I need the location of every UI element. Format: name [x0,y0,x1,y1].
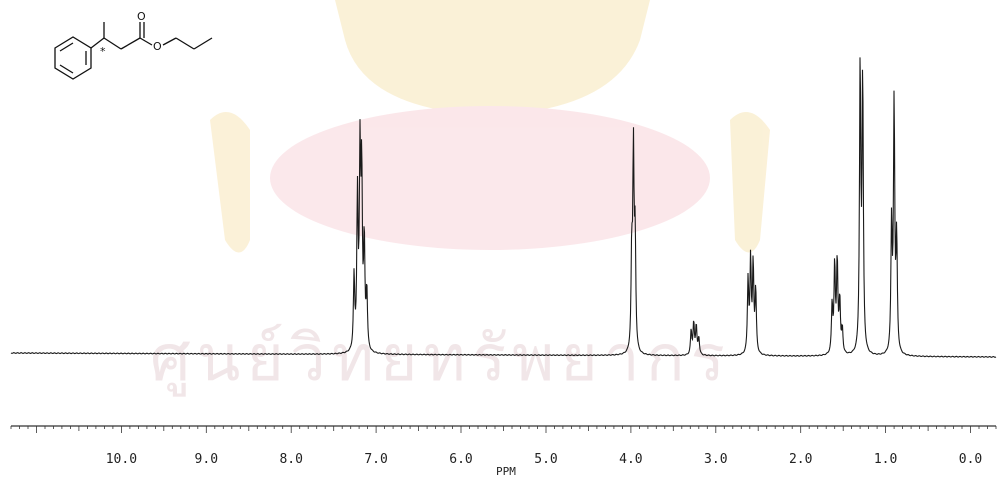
stereocenter-mark: * [100,45,106,58]
ppm-axis-tick-labels: 10.0 9.0 8.0 7.0 6.0 5.0 4.0 3.0 2.0 1.0 0.0 [106,452,982,467]
ppm-tick-label: 7.0 [364,452,387,467]
ppm-tick-label: 4.0 [619,452,642,467]
ppm-tick-label: 3.0 [704,452,727,467]
ppm-tick-label: 5.0 [534,452,557,467]
ppm-tick-label: 10.0 [106,452,137,467]
ppm-tick-label: 0.0 [959,452,982,467]
ppm-tick-label: 6.0 [449,452,472,467]
ppm-axis-minor-ticks [10,426,997,433]
spectrum-trace [10,57,997,358]
ppm-tick-label: 2.0 [789,452,812,467]
watermark-crest [210,0,770,253]
ppm-tick-label: 1.0 [874,452,897,467]
watermark-text: ศูนย์วิทยทรัพยากร [150,322,731,397]
ppm-tick-label: 8.0 [279,452,302,467]
chemical-structure [54,22,213,80]
ppm-tick-label: 9.0 [195,452,218,467]
ester-oxygen-label: O [153,40,162,53]
carbonyl-oxygen-label: O [137,10,146,23]
ppm-axis-title: PPM [496,465,516,478]
